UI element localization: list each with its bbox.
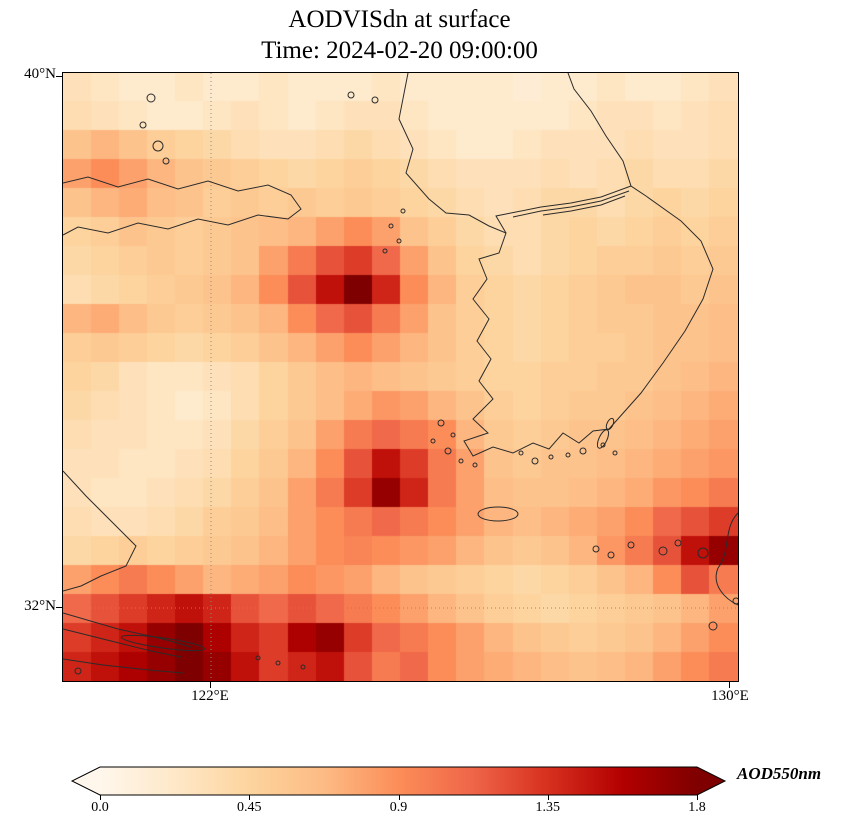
island-jeju [477,506,519,522]
coastline-border-river-1 [495,185,632,234]
coastline-kyushu-west [715,512,738,606]
map-plot-area [62,72,739,682]
xtick-label-122e: 122°E [191,688,229,704]
coastline-hangzhou-bay [63,658,184,674]
colorbar-bar [70,766,727,796]
coastline-shandong [63,176,302,236]
xtick-mark-130e [729,682,730,688]
colorbar-tick-label: 0.0 [91,800,109,815]
coastline-china-south [63,470,137,592]
colorbar-tickmark [100,795,101,800]
colorbar-tickmark [398,795,400,800]
xtick-label-130e: 130°E [711,688,749,704]
colorbar-tick-label: 1.35 [535,800,561,815]
colorbar-label: AOD550nm [737,764,822,783]
colorbar: 0.0 0.45 0.9 1.35 1.8 [68,763,748,825]
colorbar-tick-label: 1.8 [688,800,706,815]
title-line-2: Time: 2024-02-20 09:00:00 [261,37,538,65]
coastline-overlay [63,73,738,681]
colorbar-tickmark [697,795,698,800]
colorbar-polygon [70,766,727,796]
coastline-yangtze-south [63,628,182,658]
coastline-korea [398,73,714,457]
chart-title: AODVISdn at surface Time: 2024-02-20 09:… [62,4,737,67]
ytick-label-40n: 40°N [24,66,56,82]
small-islands [74,91,738,675]
colorbar-tick-label: 0.45 [237,800,262,815]
xtick-mark-122e [210,682,211,688]
colorbar-tick-label: 0.9 [389,800,408,815]
ytick-mark-40n [56,76,62,77]
island-chongming [120,634,206,652]
coastline-border-river-3 [542,195,626,216]
colorbar-tickmark [249,795,251,800]
ytick-mark-32n [56,607,62,608]
coastline-yangtze-north [63,612,192,648]
coastline-border-river-2 [512,190,630,218]
island-tsushima-2 [605,417,615,431]
ytick-label-32n: 32°N [24,598,56,614]
island-tsushima-1 [596,429,610,449]
title-line-1: AODVISdn at surface [288,6,511,33]
colorbar-tickmark [547,795,549,800]
heatmap-canvas [63,73,738,681]
